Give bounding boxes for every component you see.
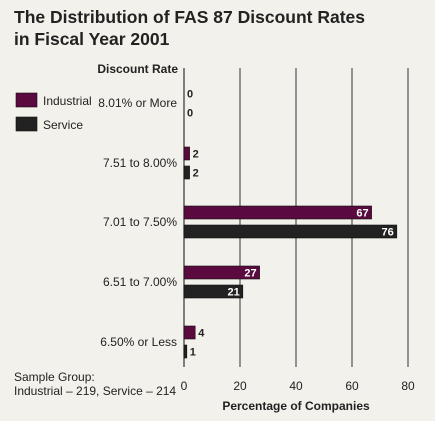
chart-title-line-1: The Distribution of FAS 87 Discount Rate…: [14, 7, 366, 27]
bar-value-label: 1: [190, 347, 196, 359]
category-label: 7.01 to 7.50%: [103, 215, 177, 229]
industrial-bar: [183, 146, 190, 161]
sample-group-note: Sample Group: Industrial – 219, Service …: [14, 370, 176, 398]
x-tick-label-80: 80: [401, 379, 415, 393]
bar-value-label: 67: [356, 208, 368, 220]
x-tick-label-20: 20: [233, 379, 247, 393]
legend-label-industrial: Industrial: [43, 94, 92, 108]
x-axis-title: Percentage of Companies: [222, 399, 370, 413]
chart-title-line-2: in Fiscal Year 2001: [14, 29, 170, 49]
chart-title: The Distribution of FAS 87 Discount Rate…: [14, 6, 424, 50]
bar-value-label: 0: [187, 108, 193, 120]
x-tick-label-0: 0: [181, 379, 188, 393]
industrial-bar: [183, 205, 372, 220]
category-label: 6.51 to 7.00%: [103, 275, 177, 289]
bar-value-label: 2: [193, 168, 199, 180]
sample-group-label: Sample Group:: [14, 370, 95, 384]
industrial-bar: [183, 325, 196, 340]
service-bar: [183, 284, 244, 299]
industrial-bar: [183, 265, 260, 280]
service-bar: [183, 344, 188, 359]
bar-value-label: 2: [193, 149, 199, 161]
x-tick-label-40: 40: [289, 379, 303, 393]
category-label: 8.01% or More: [98, 96, 177, 110]
sample-group-counts: Industrial – 219, Service – 214: [14, 384, 177, 398]
category-label: 6.50% or Less: [100, 335, 177, 349]
category-axis-header: Discount Rate: [97, 62, 178, 76]
legend-label-service: Service: [43, 118, 83, 132]
bar-value-label: 0: [187, 89, 193, 101]
legend-swatch-service: [15, 116, 38, 132]
bar-value-label: 21: [228, 287, 240, 299]
bar-value-label: 27: [244, 268, 256, 280]
bar-value-label: 76: [382, 227, 394, 239]
category-label: 7.51 to 8.00%: [103, 156, 177, 170]
bar-value-label: 4: [198, 328, 205, 340]
legend-swatch-industrial: [15, 92, 38, 108]
x-tick-label-60: 60: [345, 379, 359, 393]
service-bar: [183, 165, 190, 180]
service-bar: [183, 224, 398, 239]
